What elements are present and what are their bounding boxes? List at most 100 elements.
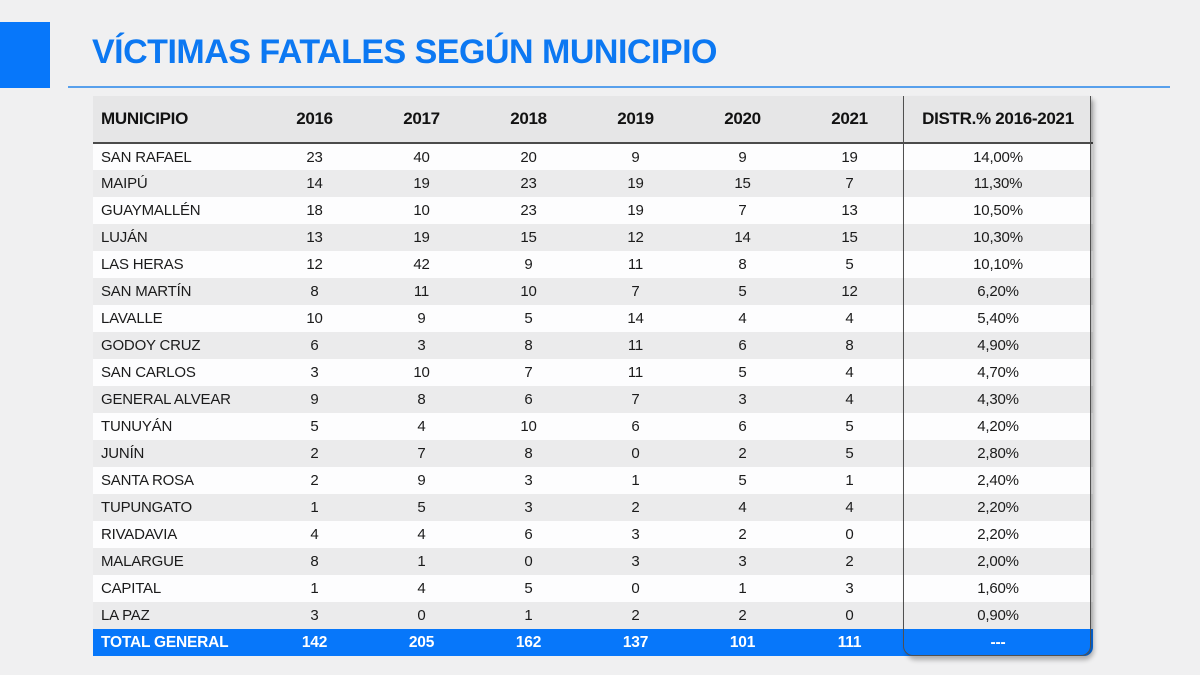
year-value-cell: 2 [738,445,747,462]
year-value-cell: 1 [845,472,854,489]
column-header-year: 2018 [475,96,582,144]
table-header-row: MUNICIPIO 2016 2017 2018 2019 2020 2021 DISTR.%… [93,96,1093,144]
distr-cell: 10,50% [973,202,1023,219]
year-value-cell: 7 [524,364,533,381]
year-value-cell: 1 [417,553,426,570]
distr-cell: 2,80% [977,445,1019,462]
year-value-cell: 11 [627,364,644,381]
year-value-cell: 7 [631,391,640,408]
year-value-cell: 15 [841,229,858,246]
year-value-cell: 5 [738,472,747,489]
year-value-cell: 13 [841,202,858,219]
year-value-cell: 3 [524,472,533,489]
table-row: SAN MARTÍN 8 11 10 7 5 12 6,20% [93,278,1093,305]
municipio-cell: GENERAL ALVEAR [101,391,231,408]
table-row: SANTA ROSA 2 9 3 1 5 1 2,40% [93,467,1093,494]
year-value-cell: 7 [845,175,854,192]
year-value-cell: 4 [845,310,854,327]
year-value-cell: 3 [524,499,533,516]
table-row: JUNÍN 2 7 8 0 2 5 2,80% [93,440,1093,467]
year-value-cell: 10 [520,283,537,300]
year-value-cell: 19 [413,175,430,192]
year-value-cell: 2 [738,526,747,543]
municipio-cell: LAVALLE [101,310,163,327]
distr-cell: 2,20% [977,499,1019,516]
year-value-cell: 10 [413,364,430,381]
year-value-cell: 4 [738,499,747,516]
year-value-cell: 1 [310,580,319,597]
year-value-cell: 4 [310,526,319,543]
year-value-cell: 6 [631,418,640,435]
year-value-cell: 1 [310,499,319,516]
year-value-cell: 4 [417,418,426,435]
year-value-cell: 4 [845,391,854,408]
year-value-cell: 0 [845,607,854,624]
table-row: LA PAZ 3 0 1 2 2 0 0,90% [93,602,1093,629]
year-value-cell: 13 [306,229,323,246]
year-value-cell: 142 [301,633,328,651]
year-value-cell: 42 [413,256,430,273]
year-value-cell: 15 [520,229,537,246]
year-value-cell: 1 [738,580,747,597]
year-value-cell: 9 [631,148,640,166]
title-underline [68,86,1170,88]
year-value-cell: 19 [413,229,430,246]
column-header-distr: DISTR.% 2016-2021 [903,96,1093,144]
accent-square [0,22,50,88]
municipio-cell: TUPUNGATO [101,499,192,516]
distr-cell: 0,90% [977,607,1019,624]
year-value-cell: 23 [520,202,537,219]
municipio-cell: MALARGUE [101,553,184,570]
municipio-cell: SAN CARLOS [101,364,196,381]
year-value-cell: 9 [417,310,426,327]
municipio-cell: GUAYMALLÉN [101,202,201,219]
column-header-year: 2021 [796,96,903,144]
year-value-cell: 3 [310,607,319,624]
year-value-cell: 19 [841,148,858,166]
year-value-cell: 9 [310,391,319,408]
column-header-year: 2017 [368,96,475,144]
distr-cell: 2,20% [977,526,1019,543]
year-value-cell: 111 [837,633,862,651]
year-value-cell: 4 [417,526,426,543]
year-value-cell: 7 [417,445,426,462]
year-value-cell: 10 [413,202,430,219]
municipio-cell: LAS HERAS [101,256,184,273]
year-value-cell: 0 [845,526,854,543]
year-value-cell: 0 [524,553,533,570]
year-value-cell: 11 [627,337,644,354]
year-value-cell: 2 [738,607,747,624]
year-value-cell: 205 [408,633,435,651]
year-value-cell: 0 [631,580,640,597]
year-value-cell: 18 [306,202,323,219]
year-value-cell: 1 [524,607,533,624]
year-value-cell: 3 [631,526,640,543]
year-value-cell: 9 [738,148,747,166]
municipio-cell: JUNÍN [101,445,145,462]
distr-cell: 1,60% [977,580,1019,597]
municipio-cell: MAIPÚ [101,175,148,192]
year-value-cell: 0 [631,445,640,462]
municipio-cell: LA PAZ [101,607,150,624]
municipio-cell: GODOY CRUZ [101,337,201,354]
year-value-cell: 5 [524,580,533,597]
year-value-cell: 3 [738,553,747,570]
year-value-cell: 3 [738,391,747,408]
year-value-cell: 5 [738,283,747,300]
year-value-cell: 5 [845,445,854,462]
table-row: MAIPÚ 14 19 23 19 15 7 11,30% [93,170,1093,197]
municipio-cell: SAN RAFAEL [101,148,192,166]
year-value-cell: 5 [524,310,533,327]
year-value-cell: 3 [417,337,426,354]
year-value-cell: 14 [734,229,751,246]
column-header-year: 2020 [689,96,796,144]
year-value-cell: 5 [417,499,426,516]
year-value-cell: 11 [627,256,644,273]
year-value-cell: 137 [622,633,649,651]
municipio-cell: CAPITAL [101,580,162,597]
distr-cell: --- [990,633,1006,651]
year-value-cell: 12 [627,229,644,246]
table-row: CAPITAL 1 4 5 0 1 3 1,60% [93,575,1093,602]
year-value-cell: 2 [310,472,319,489]
table-row: LUJÁN 13 19 15 12 14 15 10,30% [93,224,1093,251]
